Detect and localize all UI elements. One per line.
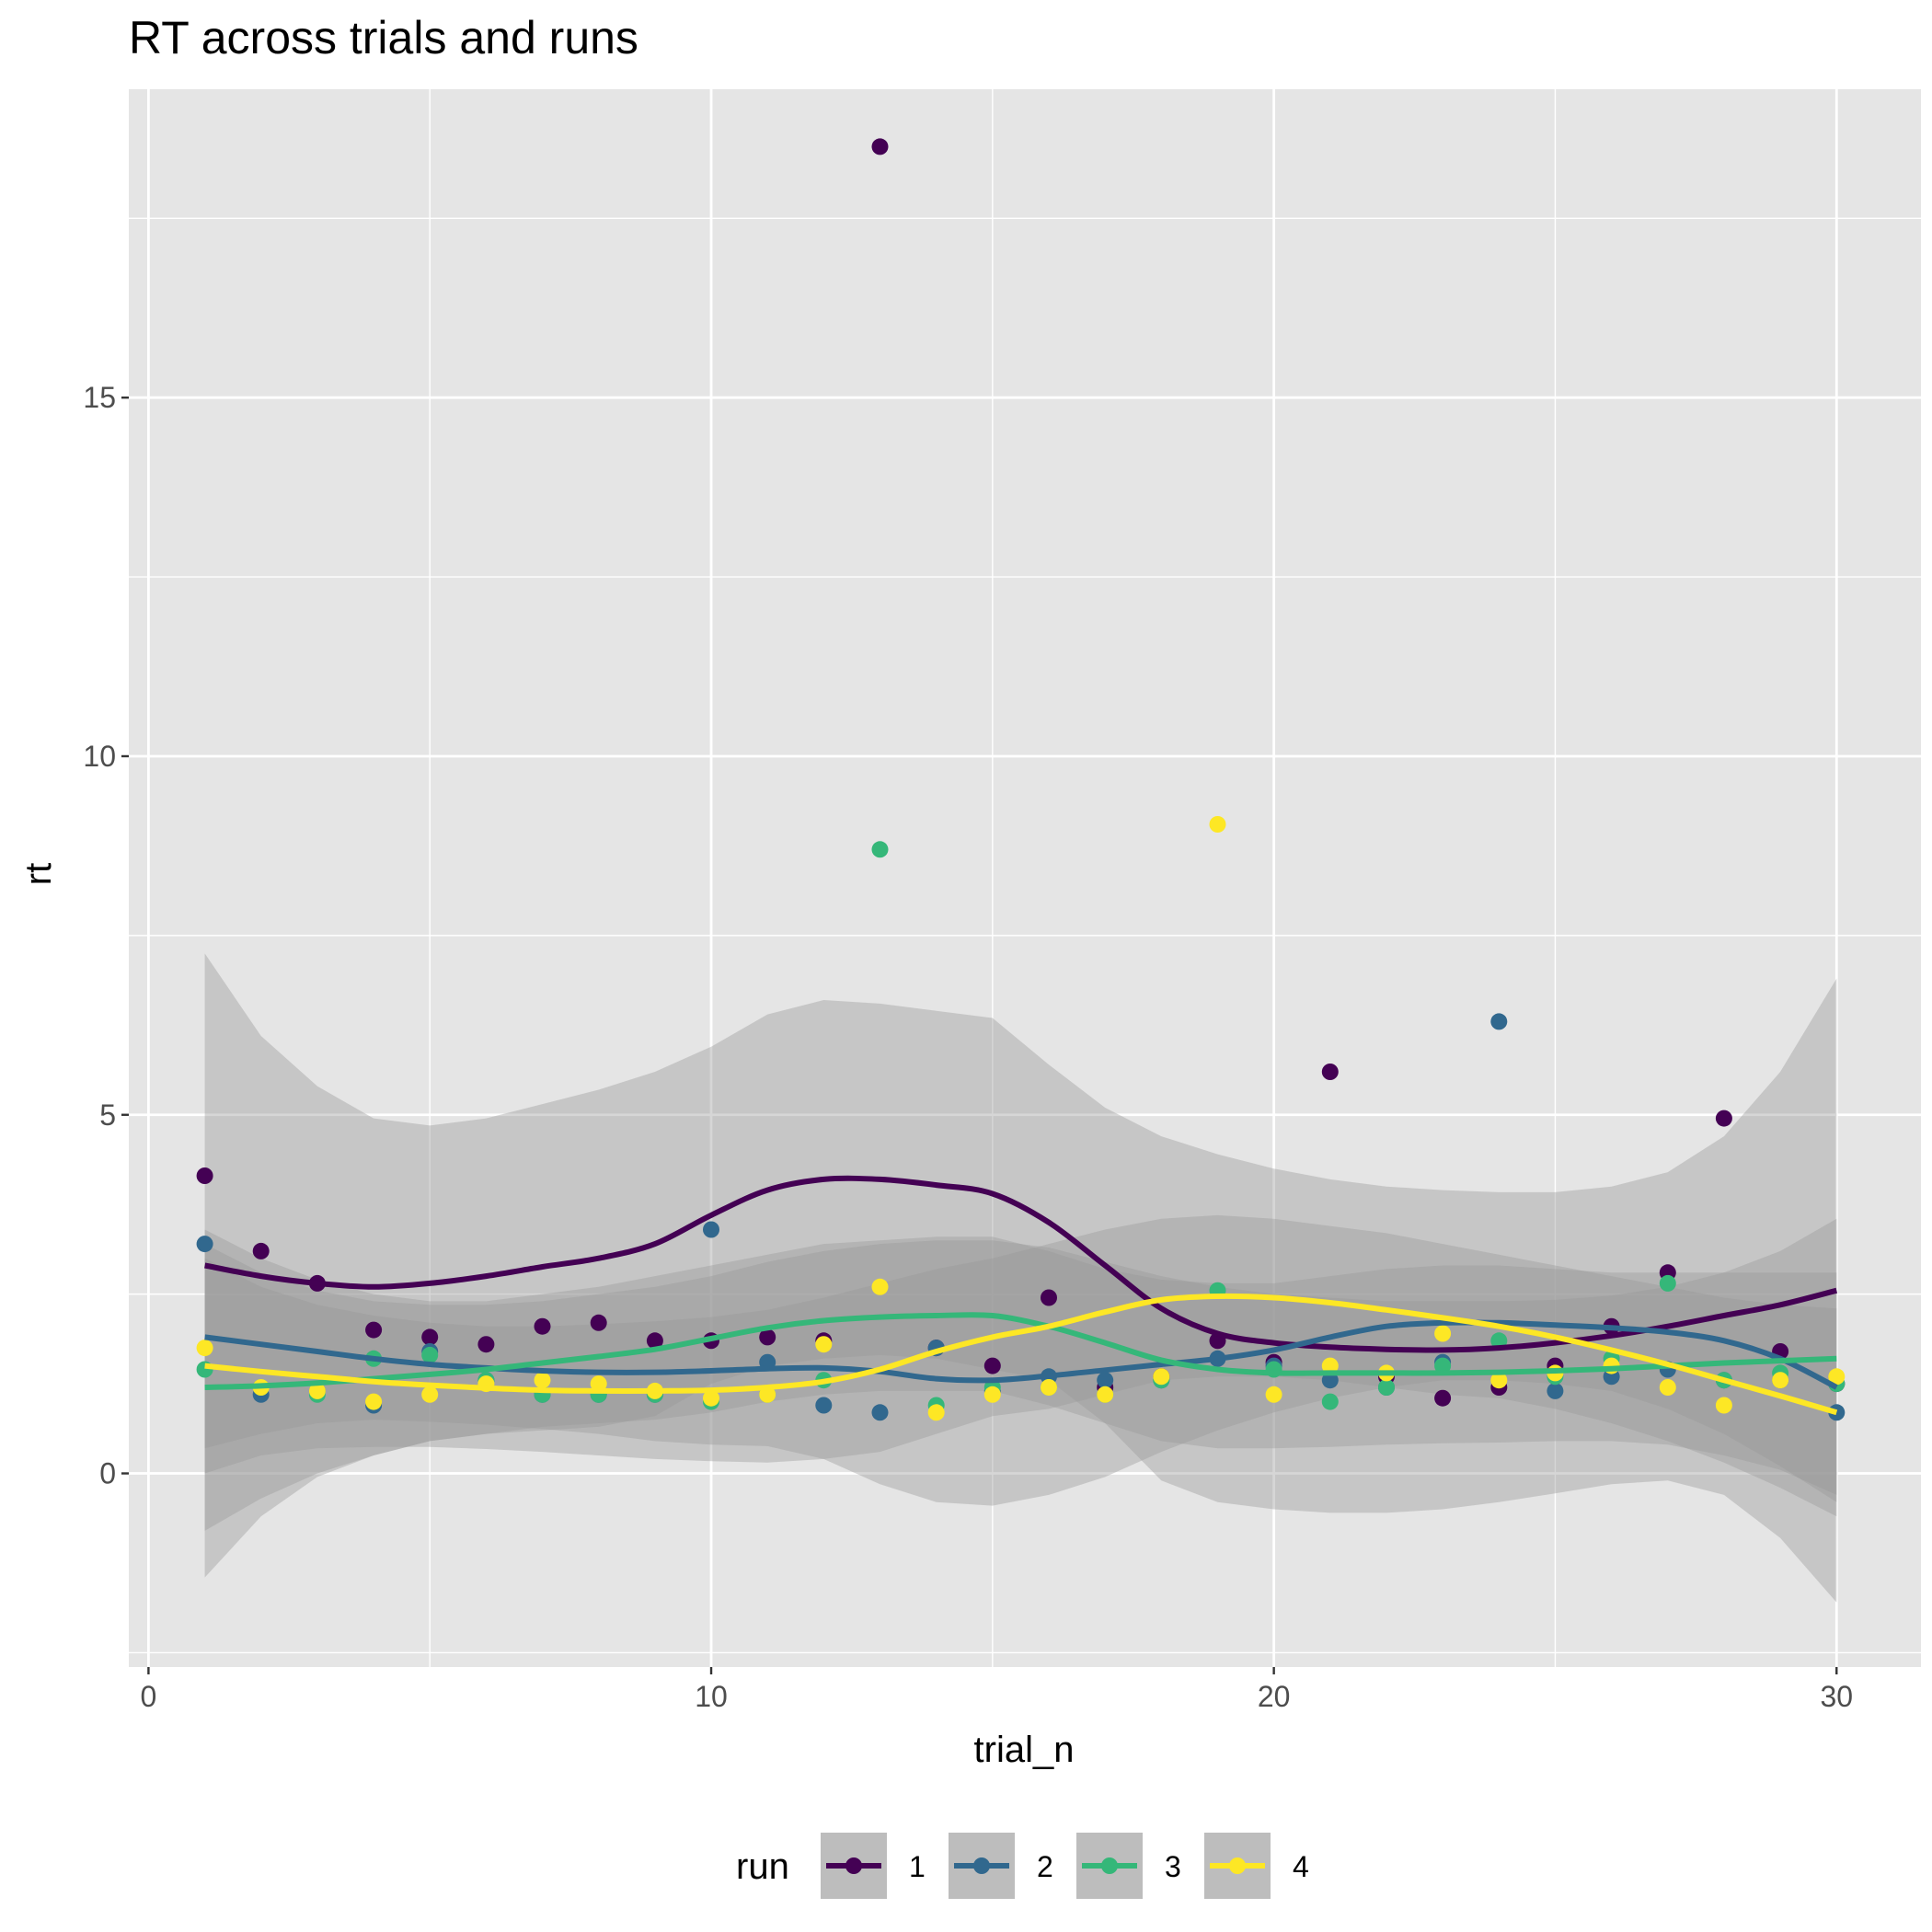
data-point-run-1 (477, 1336, 495, 1353)
data-point-run-4 (1153, 1368, 1170, 1386)
y-tick-label: 10 (83, 740, 116, 773)
data-point-run-4 (196, 1340, 213, 1357)
confidence-band-run-3 (204, 1218, 1837, 1531)
legend-title: run (736, 1846, 789, 1887)
data-point-run-4 (1828, 1368, 1846, 1386)
x-tick-label: 10 (695, 1680, 728, 1713)
data-point-run-3 (871, 841, 889, 858)
data-point-run-1 (646, 1332, 663, 1350)
y-tick-label: 0 (99, 1457, 116, 1490)
data-point-run-2 (815, 1397, 833, 1414)
y-tick-label: 5 (99, 1098, 116, 1132)
data-point-run-4 (534, 1372, 551, 1389)
legend-label-run-3: 3 (1165, 1850, 1181, 1883)
legend: run 1 2 3 4 (736, 1833, 1309, 1899)
y-tick-label: 15 (83, 381, 116, 414)
data-point-run-4 (927, 1404, 945, 1421)
data-point-run-2 (1547, 1382, 1564, 1399)
legend-key-point-run-3 (1101, 1857, 1118, 1874)
data-point-run-1 (871, 138, 889, 155)
x-tick-label: 30 (1820, 1680, 1853, 1713)
data-point-run-4 (1209, 816, 1226, 833)
smooth-line-run-3 (204, 1312, 1837, 1390)
confidence-band-run-4 (204, 1214, 1837, 1517)
data-point-run-3 (1659, 1274, 1676, 1292)
legend-label-run-2: 2 (1037, 1850, 1053, 1883)
smooth-line-run-4 (204, 1293, 1838, 1416)
confidence-band-run-1 (204, 953, 1837, 1603)
data-point-run-3 (196, 1361, 213, 1378)
data-point-run-2 (1097, 1372, 1114, 1389)
data-point-run-4 (1097, 1386, 1114, 1403)
data-point-run-4 (421, 1386, 439, 1403)
data-point-run-3 (421, 1346, 439, 1363)
data-point-run-1 (590, 1314, 607, 1331)
y-axis-title: rt (18, 863, 59, 885)
data-points (196, 138, 1846, 1421)
data-point-run-4 (1265, 1386, 1282, 1403)
data-point-run-1 (1434, 1389, 1452, 1407)
data-point-run-4 (1434, 1325, 1452, 1342)
data-point-run-2 (1490, 1013, 1508, 1030)
legend-label-run-4: 4 (1293, 1850, 1309, 1883)
data-point-run-1 (1715, 1110, 1732, 1127)
data-point-run-1 (365, 1321, 383, 1339)
data-point-run-4 (308, 1382, 326, 1399)
data-point-run-1 (252, 1242, 270, 1259)
data-point-run-3 (1378, 1379, 1395, 1396)
legend-key-point-run-2 (973, 1857, 990, 1874)
data-point-run-4 (703, 1389, 719, 1407)
confidence-bands (204, 953, 1837, 1603)
data-point-run-4 (1321, 1357, 1339, 1374)
data-point-run-1 (1041, 1289, 1057, 1306)
data-point-run-2 (871, 1404, 889, 1421)
legend-key-point-run-4 (1229, 1857, 1246, 1874)
data-point-run-4 (983, 1386, 1001, 1403)
data-point-run-2 (1321, 1372, 1339, 1389)
data-point-run-2 (196, 1236, 213, 1253)
data-point-run-4 (1041, 1379, 1057, 1396)
confidence-band-run-2 (204, 1229, 1837, 1506)
data-point-run-4 (1490, 1372, 1508, 1389)
data-point-run-1 (534, 1317, 551, 1335)
data-point-run-1 (196, 1167, 213, 1184)
legend-label-run-1: 1 (909, 1850, 926, 1883)
chart-title: RT across trials and runs (129, 12, 638, 63)
legend-key-point-run-1 (845, 1857, 862, 1874)
data-point-run-1 (421, 1328, 439, 1346)
data-point-run-1 (759, 1328, 776, 1346)
data-point-run-3 (1434, 1357, 1452, 1374)
plot-panel (129, 89, 1921, 1667)
data-point-run-3 (1321, 1393, 1339, 1410)
data-point-run-2 (703, 1221, 719, 1238)
x-axis-title: trial_n (974, 1730, 1075, 1770)
data-point-run-4 (871, 1278, 889, 1295)
data-point-run-1 (1321, 1064, 1339, 1080)
data-point-run-4 (815, 1336, 833, 1353)
smooth-line-run-1 (204, 1175, 1838, 1353)
x-tick-label: 20 (1258, 1680, 1291, 1713)
data-point-run-4 (1715, 1397, 1732, 1414)
minor-gridlines (129, 89, 1921, 1667)
data-point-run-4 (590, 1375, 607, 1393)
data-point-run-4 (1772, 1372, 1789, 1389)
x-tick-label: 0 (141, 1680, 157, 1713)
smooth-lines (204, 1175, 1838, 1416)
axes: 0 10 20 30 0 5 10 15 (83, 381, 1853, 1713)
data-point-run-4 (1659, 1379, 1676, 1396)
data-point-run-1 (983, 1357, 1001, 1374)
data-point-run-4 (365, 1393, 383, 1410)
